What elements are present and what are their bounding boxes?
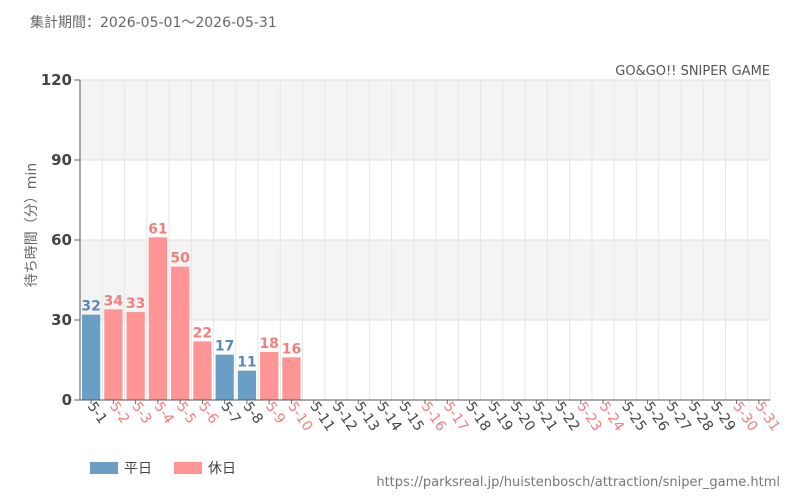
legend-swatch-holiday [174, 462, 202, 474]
chart-subtitle: GO&GO!! SNIPER GAME [615, 64, 770, 79]
bar-5-7 [215, 354, 234, 400]
source-url: https://parksreal.jp/huistenbosch/attrac… [376, 475, 780, 490]
bar-layer [82, 237, 301, 400]
data-label-5-9: 18 [259, 336, 278, 352]
grid-layer [79, 79, 771, 401]
bar-5-1 [82, 314, 101, 400]
x-tick-label-5-7: 5-7 [217, 399, 243, 427]
chart-legend: 平日 休日 [90, 458, 236, 478]
bar-5-5 [171, 266, 190, 400]
data-label-5-6: 22 [193, 325, 212, 341]
legend-label-weekday: 平日 [124, 461, 152, 477]
legend-swatch-weekday [90, 462, 118, 474]
data-label-5-3: 33 [126, 296, 145, 312]
x-tick-label-5-5: 5-5 [173, 399, 199, 427]
legend-label-holiday: 休日 [208, 461, 236, 477]
grid-band [80, 240, 770, 320]
legend-item-weekday: 平日 [90, 458, 152, 478]
grid-band [80, 80, 770, 160]
bar-5-8 [237, 370, 257, 400]
y-tick-label: 120 [41, 71, 72, 89]
grid-band [80, 160, 770, 240]
x-tick-label-5-8: 5-8 [240, 399, 266, 427]
y-tick-label: 0 [62, 391, 72, 409]
y-tick-label: 30 [51, 311, 72, 329]
legend-item-holiday: 休日 [174, 458, 236, 478]
x-tick-label-5-9: 5-9 [262, 399, 288, 427]
bar-5-6 [193, 341, 212, 400]
data-label-5-1: 32 [81, 299, 100, 315]
period-label: 集計期間：2026-05-01～2026-05-31 [30, 15, 277, 31]
y-tick-label: 60 [51, 231, 72, 249]
bar-5-2 [104, 309, 123, 400]
data-label-5-2: 34 [104, 293, 124, 309]
x-tick-label-5-4: 5-4 [151, 399, 177, 427]
y-axis-label: 待ち時間（分）min [24, 163, 40, 287]
data-label-5-4: 61 [148, 221, 167, 237]
x-tick-label-5-2: 5-2 [106, 399, 132, 427]
data-label-5-5: 50 [170, 251, 190, 267]
x-tick-label-5-1: 5-1 [84, 399, 110, 427]
x-tick-label-5-31: 5-31 [752, 399, 783, 434]
bar-5-4 [148, 237, 168, 400]
bar-5-3 [126, 312, 145, 400]
x-tick-label-5-3: 5-3 [128, 399, 154, 427]
bar-5-9 [260, 352, 279, 400]
data-label-5-8: 11 [237, 355, 256, 371]
data-label-5-10: 16 [282, 341, 301, 357]
data-label-5-7: 17 [215, 339, 234, 355]
bar-5-10 [282, 357, 301, 400]
y-tick-label: 90 [51, 151, 72, 169]
x-tick-label-5-6: 5-6 [195, 399, 221, 427]
